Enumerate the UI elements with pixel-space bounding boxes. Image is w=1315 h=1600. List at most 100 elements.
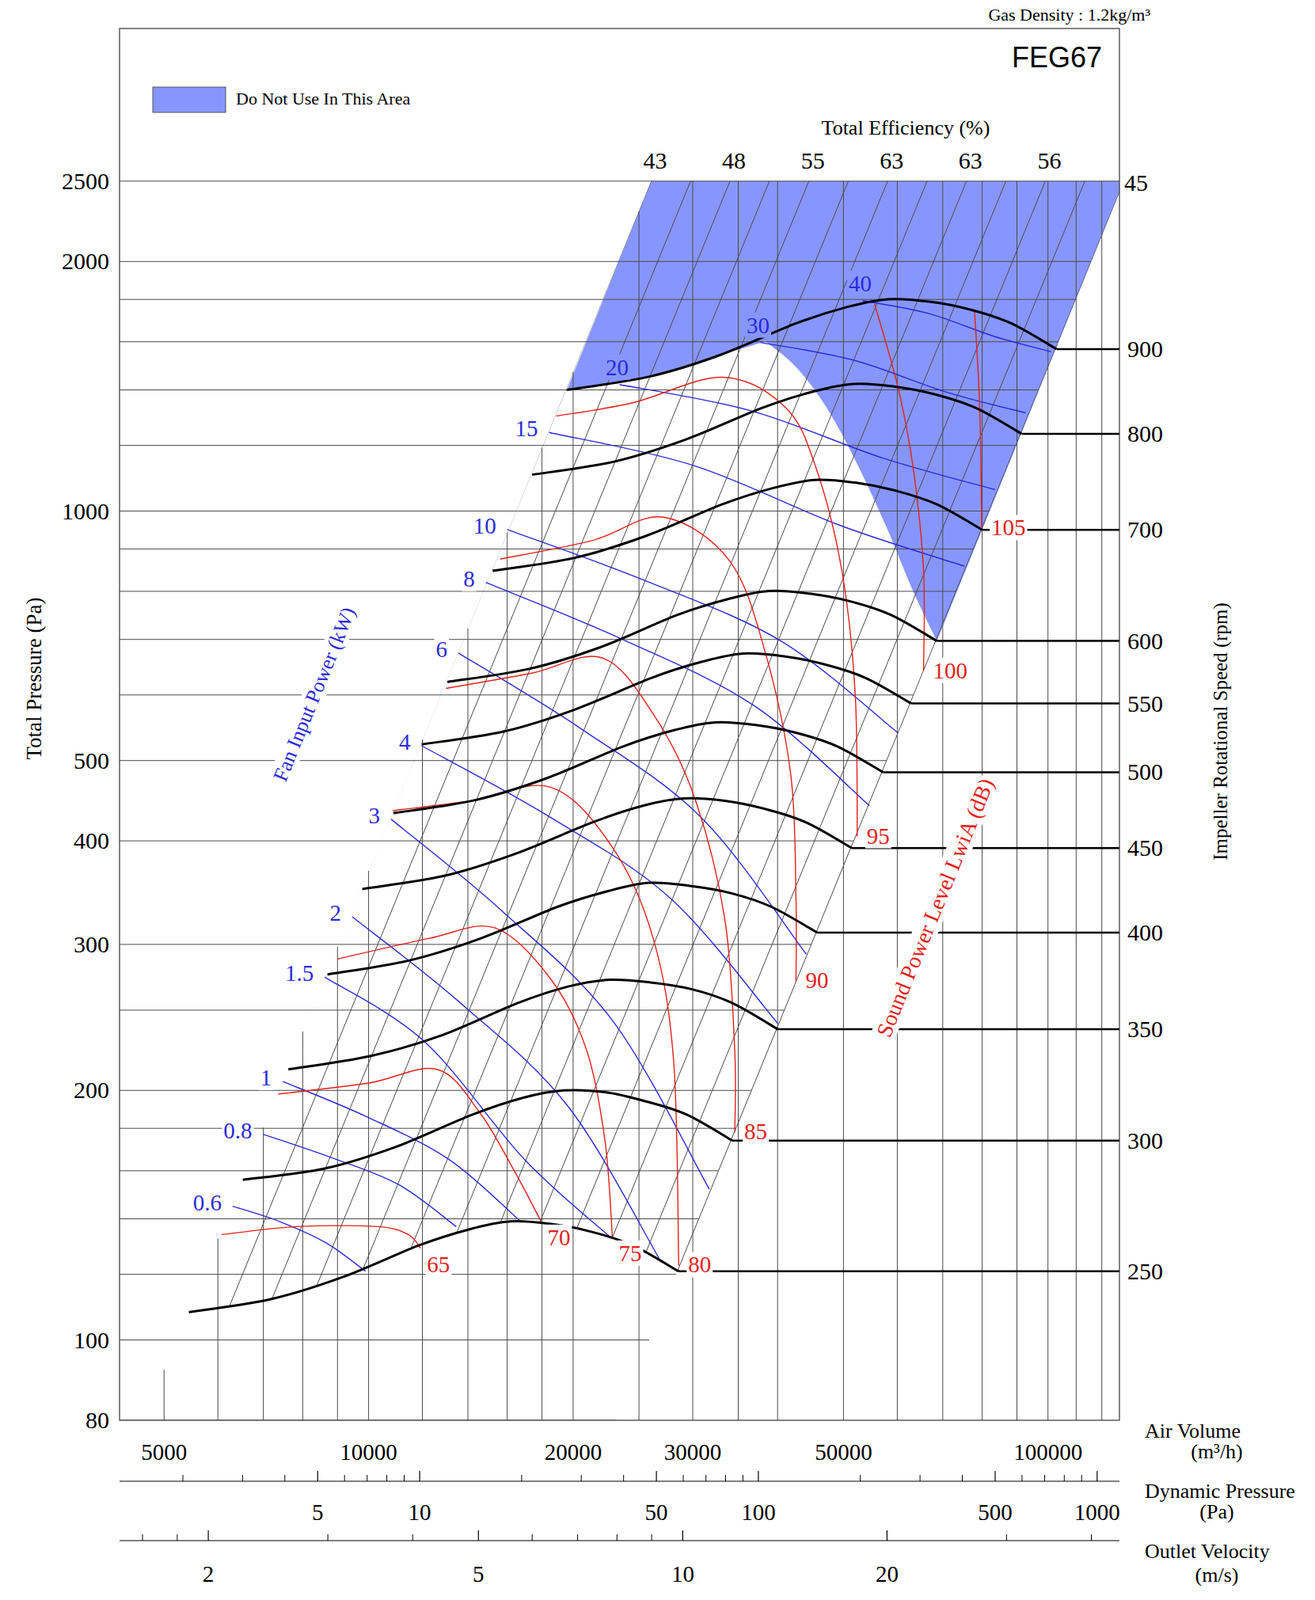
speed-label: 700 xyxy=(1127,516,1163,543)
sound-label: 80 xyxy=(687,1251,711,1277)
speed-label: 400 xyxy=(1127,919,1163,946)
speed-leader xyxy=(778,1028,1121,1031)
system-line xyxy=(300,181,809,1421)
label-patch xyxy=(545,1224,572,1251)
efficiency-label: 63 xyxy=(958,147,983,174)
tick xyxy=(682,1530,684,1541)
speed-label: 300 xyxy=(1127,1127,1163,1154)
label-patch xyxy=(1125,1257,1165,1285)
label-patch xyxy=(1125,1127,1165,1154)
system-line xyxy=(380,181,888,1421)
label-patch xyxy=(327,900,343,926)
subtitle: Gas Density : 1.2kg/m³ xyxy=(988,4,1151,25)
label-patch xyxy=(1125,516,1165,543)
speed-label: 450 xyxy=(1127,834,1163,861)
axis-title: Dynamic Pressure(Pa) xyxy=(1144,1479,1296,1524)
system-lines xyxy=(143,181,1120,1421)
grid-line-y xyxy=(119,299,1076,301)
system-line xyxy=(340,181,849,1421)
minor-tick xyxy=(1090,1534,1092,1541)
power-label: 20 xyxy=(605,354,629,381)
x-tick-label: 30000 xyxy=(664,1439,723,1465)
label-patch xyxy=(191,1189,224,1216)
label-patch xyxy=(617,1240,644,1266)
label-patch xyxy=(744,312,772,339)
speed-curve xyxy=(447,590,937,682)
speed-leader xyxy=(817,931,1120,935)
grid-line-x xyxy=(337,946,339,1421)
grid-line-x xyxy=(368,870,369,1421)
system-line xyxy=(143,181,651,1421)
tick-label: 20 xyxy=(875,1561,899,1587)
sound-title-group: Sound Power Level LwiA (dB) xyxy=(870,773,1000,1042)
grid-line-y xyxy=(119,444,1016,446)
speed-label: 350 xyxy=(1127,1015,1163,1042)
power-label: 6 xyxy=(436,636,449,662)
x-tick-label: 100000 xyxy=(1013,1439,1083,1465)
sound-label: 70 xyxy=(547,1224,571,1251)
minor-tick xyxy=(623,1474,624,1482)
grid-line-y xyxy=(119,1128,737,1129)
sound-line xyxy=(221,1225,421,1249)
efficiency-label: 43 xyxy=(643,147,668,174)
y-tick-label: 300 xyxy=(73,931,110,958)
speed-leader xyxy=(851,847,1120,850)
speed-label: 550 xyxy=(1127,690,1163,717)
legend-swatch xyxy=(152,87,226,113)
axis-title-line: Outlet Velocity xyxy=(1144,1539,1270,1563)
label-patch xyxy=(803,967,830,993)
power-line xyxy=(232,1206,366,1272)
tick xyxy=(886,1530,888,1541)
label-patch xyxy=(1125,758,1165,785)
grid-line-x xyxy=(942,181,943,1421)
sound-line xyxy=(337,926,613,1238)
axis-title: Outlet Velocity(m/s) xyxy=(1144,1539,1270,1587)
power-label: 40 xyxy=(848,270,872,297)
system-line xyxy=(615,181,1120,1421)
minor-tick xyxy=(616,1534,618,1541)
tick-label: 10 xyxy=(408,1499,432,1525)
efficiency-label: 56 xyxy=(1037,147,1061,174)
power-line xyxy=(324,976,611,1238)
speed-label: 250 xyxy=(1127,1257,1163,1285)
power-title-group: Fan Input Power (kW) xyxy=(268,602,362,787)
label-patch xyxy=(425,1251,452,1277)
grid-line-y xyxy=(119,590,957,592)
axis-title-line: (Pa) xyxy=(1199,1500,1234,1524)
label-patch xyxy=(1125,834,1165,861)
grid-line-y xyxy=(119,760,887,761)
tick xyxy=(478,1530,479,1541)
power-label: 3 xyxy=(368,802,381,829)
minor-tick xyxy=(176,1534,178,1541)
chart: 8010020030040050010002000250050001000020… xyxy=(0,0,1315,1600)
grid-line-y xyxy=(119,1009,785,1011)
grid-line-y xyxy=(119,1339,650,1341)
label-patch xyxy=(268,602,362,787)
minor-tick xyxy=(1081,1474,1083,1482)
grid-line-y xyxy=(119,1170,719,1171)
grid-line-x xyxy=(896,181,898,1421)
grid-line-y xyxy=(119,389,1039,391)
efficiency-label: 63 xyxy=(879,147,904,174)
minor-tick xyxy=(344,1474,346,1482)
secondary-axis: 510501005001000 xyxy=(119,1470,1121,1525)
power-label: 1.5 xyxy=(285,960,314,986)
minor-tick xyxy=(651,1534,653,1541)
minor-tick xyxy=(386,1474,388,1482)
power-line xyxy=(862,300,1051,353)
power-label: 4 xyxy=(399,729,411,755)
grid-line-y xyxy=(119,548,973,550)
label-patch xyxy=(258,1064,274,1091)
y2-axis-title: Impeller Rotational Speed (rpm) xyxy=(1209,602,1232,861)
sound-label: 105 xyxy=(991,514,1027,540)
grid-line-y xyxy=(119,510,989,512)
grid-line-x xyxy=(1016,181,1018,1421)
minor-tick xyxy=(327,1534,329,1541)
power-line xyxy=(549,432,966,567)
minor-tick xyxy=(403,1474,405,1482)
grid-line-y xyxy=(119,1273,677,1275)
label-patch xyxy=(989,514,1028,540)
speed-leader xyxy=(1056,348,1121,351)
minor-tick xyxy=(705,1474,707,1482)
minor-tick xyxy=(520,1474,522,1482)
